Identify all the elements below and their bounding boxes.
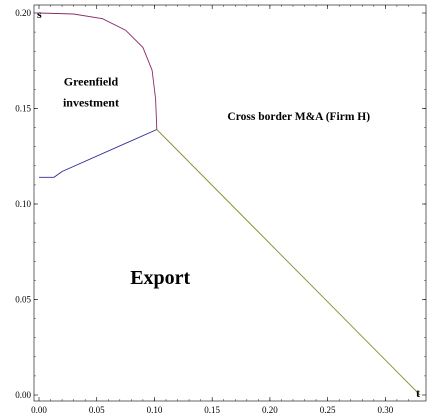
y-axis-label: s <box>37 7 42 21</box>
series-lines <box>38 12 421 396</box>
series-line-2 <box>156 129 421 396</box>
x-axis-label: t <box>416 386 420 400</box>
y-tick-label: 0.05 <box>15 295 31 305</box>
region-label: investment <box>63 96 119 110</box>
x-tick-label: 0.25 <box>320 405 336 415</box>
plot-frame <box>33 4 427 402</box>
x-tick-label: 0.15 <box>204 405 220 415</box>
region-label: Export <box>130 267 190 289</box>
y-tick-label: 0.10 <box>15 199 31 209</box>
region-label: Cross border M&A (Firm H) <box>227 111 370 123</box>
region-label: Greenfield <box>64 75 119 89</box>
series-line-1 <box>39 129 157 178</box>
y-tick-label: 0.20 <box>15 8 31 18</box>
x-tick-label: 0.00 <box>31 405 47 415</box>
x-tick-label: 0.20 <box>262 405 278 415</box>
x-tick-label: 0.05 <box>89 405 105 415</box>
x-tick-label: 0.10 <box>147 405 163 415</box>
y-tick-label: 0.15 <box>15 104 31 114</box>
axis-ticks: 0.00 0.05 0.10 0.15 0.20 0.25 0.30 0.00 0.05 0.10… <box>15 5 426 415</box>
x-tick-label: 0.30 <box>377 405 393 415</box>
region-labels: Greenfield investment Cross border M&A (Fi… <box>63 75 370 290</box>
y-tick-label: 0.00 <box>15 390 31 400</box>
series-line-0 <box>38 12 158 130</box>
